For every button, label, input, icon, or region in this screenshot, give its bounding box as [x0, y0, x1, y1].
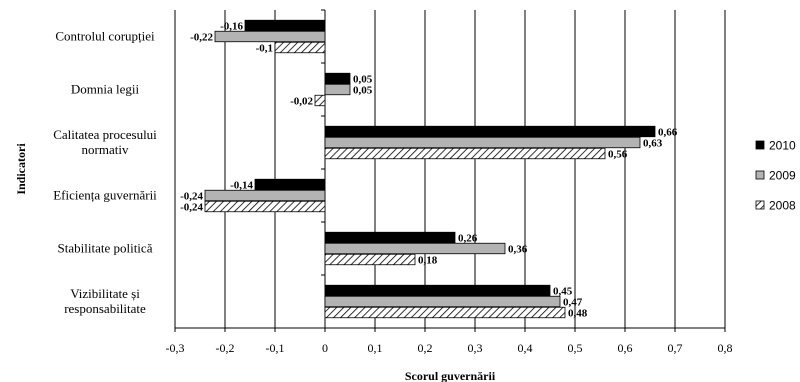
- category-label: Domnia legii: [71, 82, 140, 97]
- data-label-2010: 0,05: [353, 73, 373, 85]
- x-tick-label: 0,2: [418, 341, 433, 355]
- data-label-2009: -0,22: [190, 31, 213, 43]
- bar-2008: [324, 253, 416, 266]
- data-label-2009: -0,24: [180, 190, 203, 202]
- legend-label-2008: 2008: [769, 199, 796, 213]
- category-label-line: Stabilitate politică: [58, 241, 153, 256]
- gridlines: [174, 9, 726, 332]
- bar-2009: [324, 136, 641, 149]
- bar-2009: [324, 83, 351, 96]
- x-tick-labels: -0,3 -0,2 -0,1 0 0,1 0,2 0,3 0,4 0,5 0,6 0,7 0,8: [166, 341, 733, 355]
- bars: [204, 19, 656, 319]
- category-label-line: normativ: [82, 142, 129, 157]
- bar-2008: [204, 200, 326, 213]
- bar-2008: [274, 41, 326, 54]
- x-tick-label: 0,4: [518, 341, 533, 355]
- legend-swatch-2008: [755, 200, 765, 210]
- bar-2010: [254, 178, 326, 191]
- data-label-2009: 0,05: [353, 84, 373, 96]
- bar-2008: [314, 94, 326, 107]
- x-tick-label: 0,8: [718, 341, 733, 355]
- x-tick-label: -0,3: [166, 341, 185, 355]
- category-label-line: Vizibilitate și: [70, 286, 140, 301]
- x-tick-label: 0,7: [668, 341, 683, 355]
- bar-2009: [204, 189, 326, 202]
- data-label-2010: -0,14: [230, 179, 253, 191]
- legend-swatch-2009: [755, 170, 765, 180]
- data-label-2008: 0,18: [418, 254, 438, 266]
- bar-2008: [324, 147, 606, 160]
- legend-label-2010: 2010: [769, 139, 796, 153]
- category-label: Vizibilitate și responsabilitate: [64, 286, 146, 316]
- category-label-line: Controlul corupției: [55, 29, 155, 44]
- data-label-2009: 0,47: [563, 296, 583, 308]
- y-axis-title: Indicatori: [14, 143, 28, 195]
- x-tick-label: 0,3: [468, 341, 483, 355]
- x-tick-label: 0,1: [368, 341, 383, 355]
- category-label-line: Calitatea procesului: [53, 127, 157, 142]
- category-label: Controlul corupției: [55, 29, 155, 44]
- bar-2010: [324, 72, 351, 85]
- data-label-2008: -0,1: [256, 42, 273, 54]
- bar-2010: [324, 284, 551, 297]
- data-label-2008: -0,02: [290, 95, 313, 107]
- bar-2009: [324, 295, 561, 308]
- category-label-line: responsabilitate: [64, 301, 146, 316]
- legend-swatch-2010: [755, 140, 765, 150]
- legend-label-2009: 2009: [769, 169, 796, 183]
- data-label-2009: 0,36: [508, 243, 528, 255]
- bar-2010: [324, 231, 456, 244]
- bar-2010: [324, 125, 656, 138]
- x-tick-label: 0,6: [618, 341, 633, 355]
- category-label-line: Eficiența guvernării: [53, 188, 157, 203]
- category-label: Eficiența guvernării: [53, 188, 157, 203]
- data-label-2008: 0,48: [568, 307, 588, 319]
- bar-2010: [244, 19, 326, 32]
- data-label-2010: 0,45: [553, 285, 573, 297]
- x-tick-label: -0,2: [216, 341, 235, 355]
- data-label-2010: 0,26: [458, 232, 478, 244]
- x-tick-label: 0,5: [568, 341, 583, 355]
- bar-2009: [324, 242, 506, 255]
- category-labels: Controlul corupției Domnia legii Calitatea…: [53, 29, 157, 317]
- x-tick-label: 0: [322, 341, 328, 355]
- category-label-line: Domnia legii: [71, 82, 140, 97]
- data-labels: -0,16 -0,22 -0,1 0,050,05 -0,02 0,660,63 0,56 -…: [180, 20, 678, 319]
- category-label: Stabilitate politică: [58, 241, 153, 256]
- x-axis-title: Scorul guvernării: [405, 369, 496, 382]
- bar-2008: [324, 306, 566, 319]
- x-tick-label: -0,1: [266, 341, 285, 355]
- category-label: Calitatea procesului normativ: [53, 127, 157, 157]
- data-label-2008: 0,56: [608, 148, 628, 160]
- legend: 2010 2009 2008: [755, 139, 796, 213]
- data-label-2008: -0,24: [180, 201, 203, 213]
- bar-2009: [214, 30, 326, 43]
- data-label-2010: -0,16: [220, 20, 243, 32]
- data-label-2010: 0,66: [658, 126, 678, 138]
- data-label-2009: 0,63: [643, 137, 663, 149]
